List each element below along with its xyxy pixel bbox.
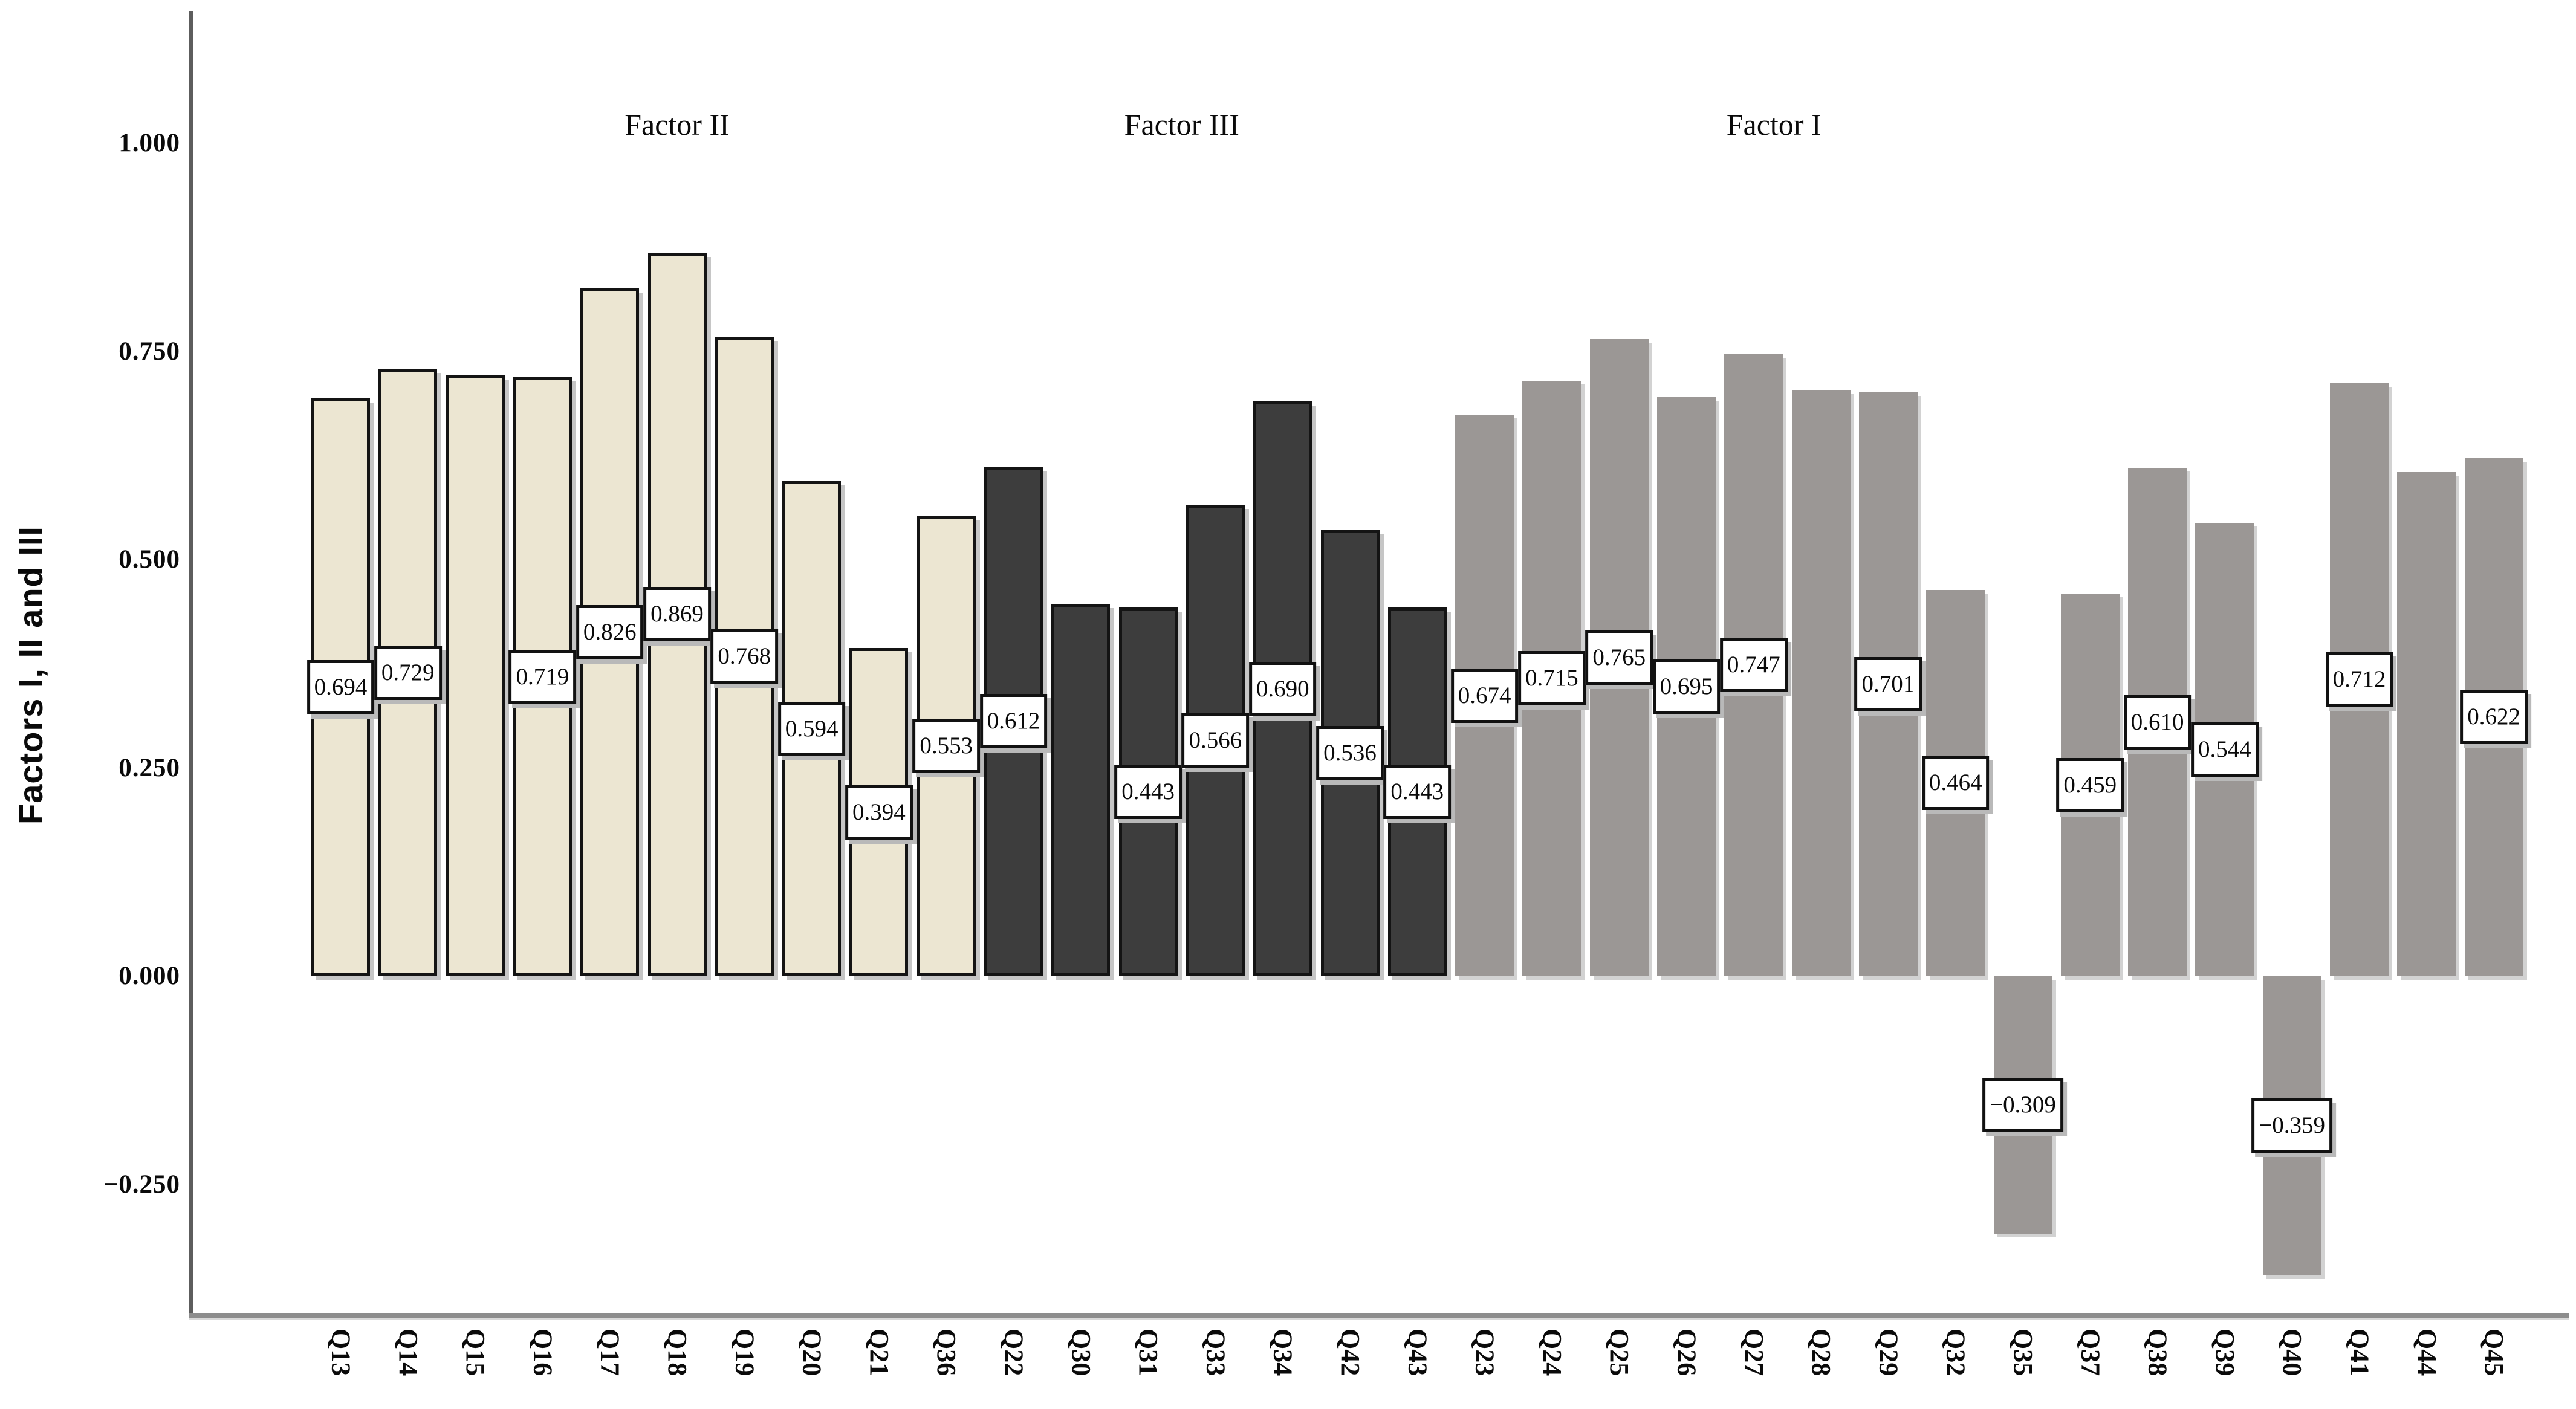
x-tick-label-q33: Q33 <box>1201 1329 1231 1376</box>
bar-value-label-q42: 0.536 <box>1316 725 1384 780</box>
bar-value-label-q27: 0.747 <box>1719 638 1788 693</box>
bar-value-label-q43: 0.443 <box>1383 764 1452 819</box>
x-tick-label-q27: Q27 <box>1739 1329 1769 1376</box>
bar-value-label-q39: 0.544 <box>2191 722 2259 777</box>
x-tick-label-q44: Q44 <box>2412 1329 2442 1376</box>
bar-value-label-q45: 0.622 <box>2460 690 2528 745</box>
x-tick-label-q20: Q20 <box>797 1329 827 1376</box>
group-title-factor-ii: Factor II <box>625 108 730 141</box>
x-tick-label-q15: Q15 <box>461 1329 491 1376</box>
y-tick-label: 0.750 <box>118 337 180 366</box>
bar-value-label-q34: 0.690 <box>1248 661 1317 716</box>
x-tick-label-q45: Q45 <box>2479 1329 2509 1376</box>
bar-value-label-q40: −0.359 <box>2251 1098 2333 1153</box>
x-tick-label-q19: Q19 <box>730 1329 760 1376</box>
bar-value-label-q26: 0.695 <box>1652 659 1721 714</box>
x-tick-label-q39: Q39 <box>2210 1329 2240 1376</box>
x-tick-label-q31: Q31 <box>1134 1329 1164 1376</box>
x-tick-label-q25: Q25 <box>1604 1329 1635 1376</box>
x-tick-label-q29: Q29 <box>1874 1329 1904 1376</box>
bar-value-label-q37: 0.459 <box>2056 757 2124 812</box>
bar-value-label-q18: 0.869 <box>643 587 711 642</box>
bar-value-label-q38: 0.610 <box>2123 695 2192 750</box>
y-tick-label: −0.250 <box>103 1170 180 1199</box>
bar-value-label-q36: 0.553 <box>912 718 981 773</box>
y-axis-line <box>189 11 193 1317</box>
x-tick-label-q23: Q23 <box>1470 1329 1500 1376</box>
bar-value-label-q19: 0.768 <box>710 629 779 684</box>
group-title-factor-i: Factor I <box>1726 108 1822 141</box>
y-tick-label: 0.250 <box>118 753 180 782</box>
x-tick-label-q22: Q22 <box>999 1329 1029 1376</box>
x-tick-label-q26: Q26 <box>1672 1329 1702 1376</box>
x-tick-label-q37: Q37 <box>2075 1329 2106 1376</box>
x-tick-label-q18: Q18 <box>663 1329 692 1376</box>
x-tick-label-q38: Q38 <box>2143 1329 2173 1376</box>
bar-q15 <box>446 375 505 976</box>
x-tick-label-q14: Q14 <box>393 1329 423 1376</box>
x-tick-label-q32: Q32 <box>1941 1329 1971 1376</box>
x-tick-label-q16: Q16 <box>528 1329 558 1376</box>
bar-value-label-q25: 0.765 <box>1585 630 1653 685</box>
bar-value-label-q41: 0.712 <box>2325 652 2393 707</box>
bar-value-label-q20: 0.594 <box>777 701 846 756</box>
x-tick-label-q42: Q42 <box>1335 1329 1365 1376</box>
bar-value-label-q17: 0.826 <box>576 604 644 659</box>
bar-value-label-q21: 0.394 <box>845 785 913 840</box>
x-tick-label-q28: Q28 <box>1806 1329 1837 1376</box>
x-tick-label-q21: Q21 <box>864 1329 894 1376</box>
bar-value-label-q22: 0.612 <box>979 694 1048 749</box>
bar-q30 <box>1051 604 1111 976</box>
bar-value-label-q23: 0.674 <box>1450 668 1519 723</box>
bar-value-label-q31: 0.443 <box>1114 764 1182 819</box>
bar-value-label-q13: 0.694 <box>307 659 375 714</box>
x-tick-label-q41: Q41 <box>2344 1329 2375 1376</box>
bar-value-label-q24: 0.715 <box>1518 651 1586 706</box>
x-tick-label-q43: Q43 <box>1403 1329 1433 1376</box>
group-title-factor-iii: Factor III <box>1124 108 1239 141</box>
bar-value-label-q16: 0.719 <box>508 649 577 704</box>
x-axis-line <box>189 1313 2569 1318</box>
bar-q28 <box>1791 390 1851 976</box>
x-tick-label-q24: Q24 <box>1537 1329 1567 1376</box>
x-tick-label-q36: Q36 <box>932 1329 962 1376</box>
bar-value-label-q35: −0.309 <box>1982 1077 2063 1132</box>
bar-q44 <box>2397 472 2456 976</box>
bar-value-label-q32: 0.464 <box>1921 756 1990 811</box>
x-tick-label-q34: Q34 <box>1268 1329 1298 1376</box>
x-tick-label-q40: Q40 <box>2277 1329 2308 1376</box>
x-tick-label-q17: Q17 <box>595 1329 625 1376</box>
x-tick-label-q13: Q13 <box>326 1329 356 1376</box>
x-tick-label-q30: Q30 <box>1066 1329 1096 1376</box>
bar-value-label-q14: 0.729 <box>374 645 442 700</box>
y-tick-label: 0.000 <box>118 962 180 990</box>
y-tick-label: 0.500 <box>118 545 180 574</box>
x-tick-label-q35: Q35 <box>2008 1329 2038 1376</box>
bar-value-label-q29: 0.701 <box>1854 657 1922 711</box>
bar-value-label-q33: 0.566 <box>1181 713 1250 768</box>
y-tick-label: 1.000 <box>118 129 180 157</box>
